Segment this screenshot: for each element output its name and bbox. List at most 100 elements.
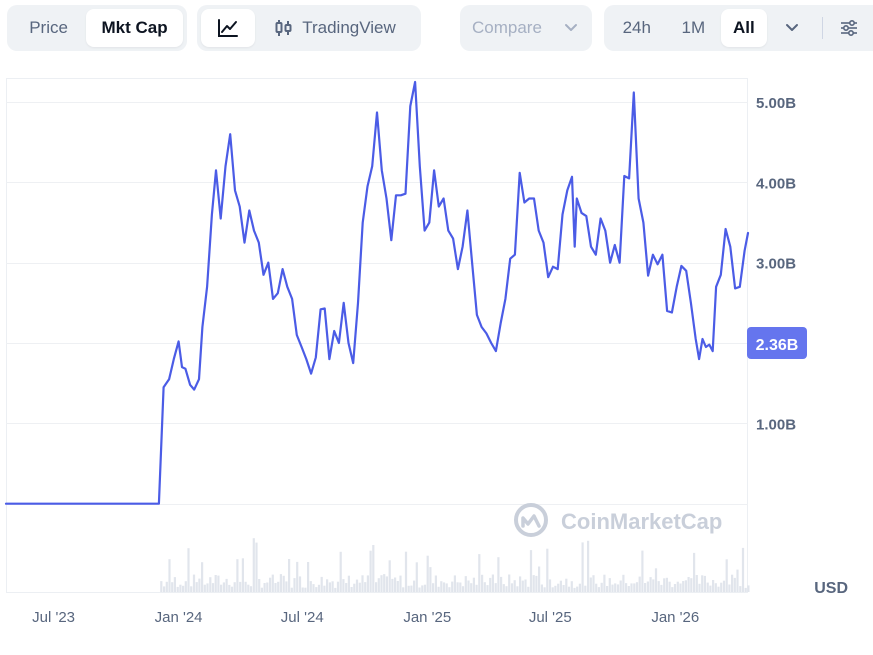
compare-label: Compare bbox=[472, 18, 542, 37]
volume-bar bbox=[741, 547, 745, 592]
range-1m-button[interactable]: 1M bbox=[681, 18, 706, 37]
volume-bar bbox=[290, 587, 293, 592]
mkt-cap-tab[interactable]: Mkt Cap bbox=[86, 9, 183, 47]
volume-bar bbox=[440, 581, 443, 592]
volume-bar bbox=[731, 574, 734, 592]
volume-bar bbox=[491, 574, 494, 592]
volume-bar bbox=[717, 586, 720, 592]
volume-bar bbox=[241, 558, 244, 592]
volume-bar bbox=[576, 586, 579, 592]
x-tick-label: Jan '25 bbox=[403, 609, 451, 626]
volume-bar bbox=[459, 582, 462, 592]
volume-bar bbox=[614, 583, 617, 592]
chart-settings-button[interactable] bbox=[829, 9, 869, 47]
volume-bar bbox=[293, 578, 296, 592]
volume-bar bbox=[301, 587, 304, 592]
volume-bar bbox=[171, 582, 174, 592]
volume-bar bbox=[744, 587, 747, 592]
market-cap-chart[interactable]: CoinMarketCap 1.00B2.00B3.00B4.00B5.00B … bbox=[0, 60, 873, 655]
volume-bar bbox=[230, 586, 234, 592]
volume-bar bbox=[249, 586, 253, 592]
volume-bar bbox=[252, 538, 255, 592]
volume-bar bbox=[192, 574, 196, 592]
volume-bar bbox=[372, 545, 375, 592]
volume-bar bbox=[597, 587, 600, 592]
current-value-badge: 2.36B bbox=[747, 327, 807, 359]
volume-bar bbox=[646, 581, 649, 592]
volume-bar bbox=[187, 548, 190, 592]
chart-view-toggle: TradingView bbox=[197, 5, 421, 51]
volume-bar bbox=[581, 542, 584, 592]
volume-bar bbox=[573, 587, 576, 592]
volume-bar bbox=[464, 576, 467, 592]
volume-bar bbox=[540, 584, 543, 592]
volume-bar bbox=[703, 575, 706, 592]
volume-bar bbox=[326, 579, 329, 592]
volume-bar bbox=[529, 550, 533, 592]
volume-bar bbox=[347, 575, 350, 592]
volume-bar bbox=[592, 575, 595, 592]
range-all-button[interactable]: All bbox=[721, 9, 767, 47]
volume-bar bbox=[442, 582, 446, 592]
volume-bar bbox=[676, 581, 679, 592]
volume-bar bbox=[269, 577, 272, 592]
range-more-button[interactable] bbox=[767, 9, 817, 47]
volume-bar bbox=[165, 581, 168, 592]
current-value-label: 2.36B bbox=[756, 337, 799, 354]
volume-bar bbox=[184, 581, 187, 592]
volume-bar bbox=[519, 576, 522, 592]
volume-bar bbox=[380, 575, 383, 592]
volume-bar bbox=[317, 584, 321, 592]
tradingview-button[interactable]: TradingView bbox=[255, 9, 415, 47]
sliders-icon bbox=[841, 19, 858, 37]
volume-bar bbox=[274, 583, 277, 592]
volume-bar bbox=[532, 575, 535, 592]
price-tab[interactable]: Price bbox=[29, 18, 68, 37]
volume-bar bbox=[271, 574, 274, 592]
chevron-down-icon bbox=[785, 24, 798, 31]
volume-bar bbox=[247, 584, 250, 592]
volume-bar bbox=[595, 583, 598, 592]
volume-bar bbox=[418, 587, 421, 592]
volume-bar bbox=[660, 584, 663, 592]
volume-bar bbox=[160, 581, 163, 592]
compare-dropdown[interactable]: Compare bbox=[460, 5, 592, 51]
volume-bar bbox=[385, 576, 388, 592]
range-24h-button[interactable]: 24h bbox=[622, 18, 651, 37]
chart-svg: CoinMarketCap 1.00B2.00B3.00B4.00B5.00B … bbox=[4, 78, 848, 626]
y-tick-label: 3.00B bbox=[756, 256, 796, 273]
volume-bar bbox=[657, 581, 660, 592]
x-tick-label: Jul '25 bbox=[529, 609, 572, 626]
line-chart-button[interactable] bbox=[201, 9, 255, 47]
volume-bar bbox=[211, 583, 215, 592]
tradingview-label: TradingView bbox=[302, 18, 396, 37]
volume-bar bbox=[535, 575, 538, 592]
market-cap-line bbox=[4, 80, 750, 505]
volume-bar bbox=[739, 586, 742, 592]
volume-bar bbox=[407, 585, 410, 592]
volume-bar bbox=[423, 584, 427, 592]
volume-bar bbox=[163, 586, 166, 592]
volume-bar bbox=[486, 585, 489, 592]
volume-bar bbox=[179, 584, 182, 592]
volume-bar bbox=[404, 551, 408, 592]
volume-bar bbox=[481, 574, 484, 592]
divider bbox=[822, 17, 824, 39]
volume-bar bbox=[644, 583, 647, 592]
volume-bar bbox=[266, 582, 269, 592]
volume-bar bbox=[323, 585, 326, 592]
x-tick-label: Jan '24 bbox=[155, 609, 203, 626]
volume-bar bbox=[554, 585, 557, 592]
volume-bar bbox=[630, 583, 633, 592]
volume-bar bbox=[355, 579, 359, 592]
chart-type-toggle: Price Mkt Cap bbox=[7, 5, 187, 51]
volume-bar bbox=[606, 586, 609, 592]
volume-bar bbox=[239, 581, 242, 592]
volume-bar bbox=[600, 582, 603, 592]
volume-bar bbox=[578, 583, 581, 592]
volume-bar bbox=[285, 581, 288, 592]
candlestick-icon bbox=[275, 20, 292, 36]
y-tick-label: 5.00B bbox=[756, 95, 796, 112]
volume-bar bbox=[557, 583, 560, 592]
volume-bar bbox=[521, 580, 524, 592]
